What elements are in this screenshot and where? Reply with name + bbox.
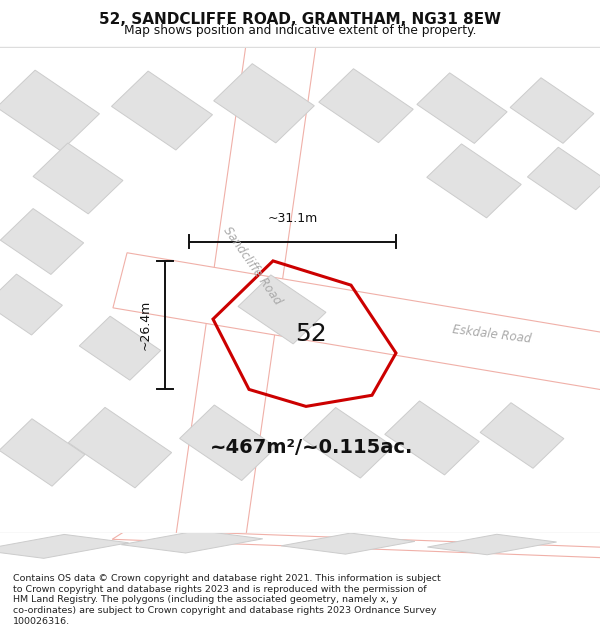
Text: 52, SANDCLIFFE ROAD, GRANTHAM, NG31 8EW: 52, SANDCLIFFE ROAD, GRANTHAM, NG31 8EW — [99, 12, 501, 27]
Polygon shape — [214, 64, 314, 143]
Polygon shape — [0, 274, 62, 335]
Polygon shape — [68, 408, 172, 488]
Polygon shape — [385, 401, 479, 475]
Text: Contains OS data © Crown copyright and database right 2021. This information is : Contains OS data © Crown copyright and d… — [13, 574, 441, 583]
Polygon shape — [0, 534, 128, 558]
Polygon shape — [427, 534, 557, 555]
Text: to Crown copyright and database rights 2023 and is reproduced with the permissio: to Crown copyright and database rights 2… — [13, 585, 427, 594]
Polygon shape — [527, 148, 600, 209]
Polygon shape — [179, 405, 277, 481]
Polygon shape — [1, 209, 83, 274]
Polygon shape — [79, 316, 161, 380]
Polygon shape — [33, 143, 123, 214]
Text: Eskdale Road: Eskdale Road — [452, 323, 532, 346]
Polygon shape — [0, 70, 100, 151]
Polygon shape — [112, 71, 212, 150]
Polygon shape — [427, 144, 521, 218]
Bar — [0, 569, 600, 625]
Polygon shape — [112, 529, 600, 558]
Polygon shape — [0, 419, 85, 486]
Text: ~31.1m: ~31.1m — [268, 211, 317, 224]
Text: co-ordinates) are subject to Crown copyright and database rights 2023 Ordnance S: co-ordinates) are subject to Crown copyr… — [13, 606, 437, 615]
Polygon shape — [113, 253, 600, 390]
Polygon shape — [319, 69, 413, 142]
Text: Map shows position and indicative extent of the property.: Map shows position and indicative extent… — [124, 24, 476, 37]
Polygon shape — [417, 73, 507, 143]
Polygon shape — [281, 533, 415, 554]
Text: Sandcliffe Road: Sandcliffe Road — [220, 224, 284, 308]
Text: 100026316.: 100026316. — [13, 617, 70, 625]
Polygon shape — [510, 78, 594, 143]
Polygon shape — [303, 408, 393, 478]
Text: ~467m²/~0.115ac.: ~467m²/~0.115ac. — [211, 438, 413, 457]
Polygon shape — [480, 402, 564, 468]
Polygon shape — [175, 34, 317, 546]
Text: ~26.4m: ~26.4m — [139, 300, 152, 350]
Polygon shape — [238, 275, 326, 344]
Polygon shape — [121, 531, 263, 553]
Text: HM Land Registry. The polygons (including the associated geometry, namely x, y: HM Land Registry. The polygons (includin… — [13, 596, 398, 604]
Text: 52: 52 — [295, 322, 326, 346]
